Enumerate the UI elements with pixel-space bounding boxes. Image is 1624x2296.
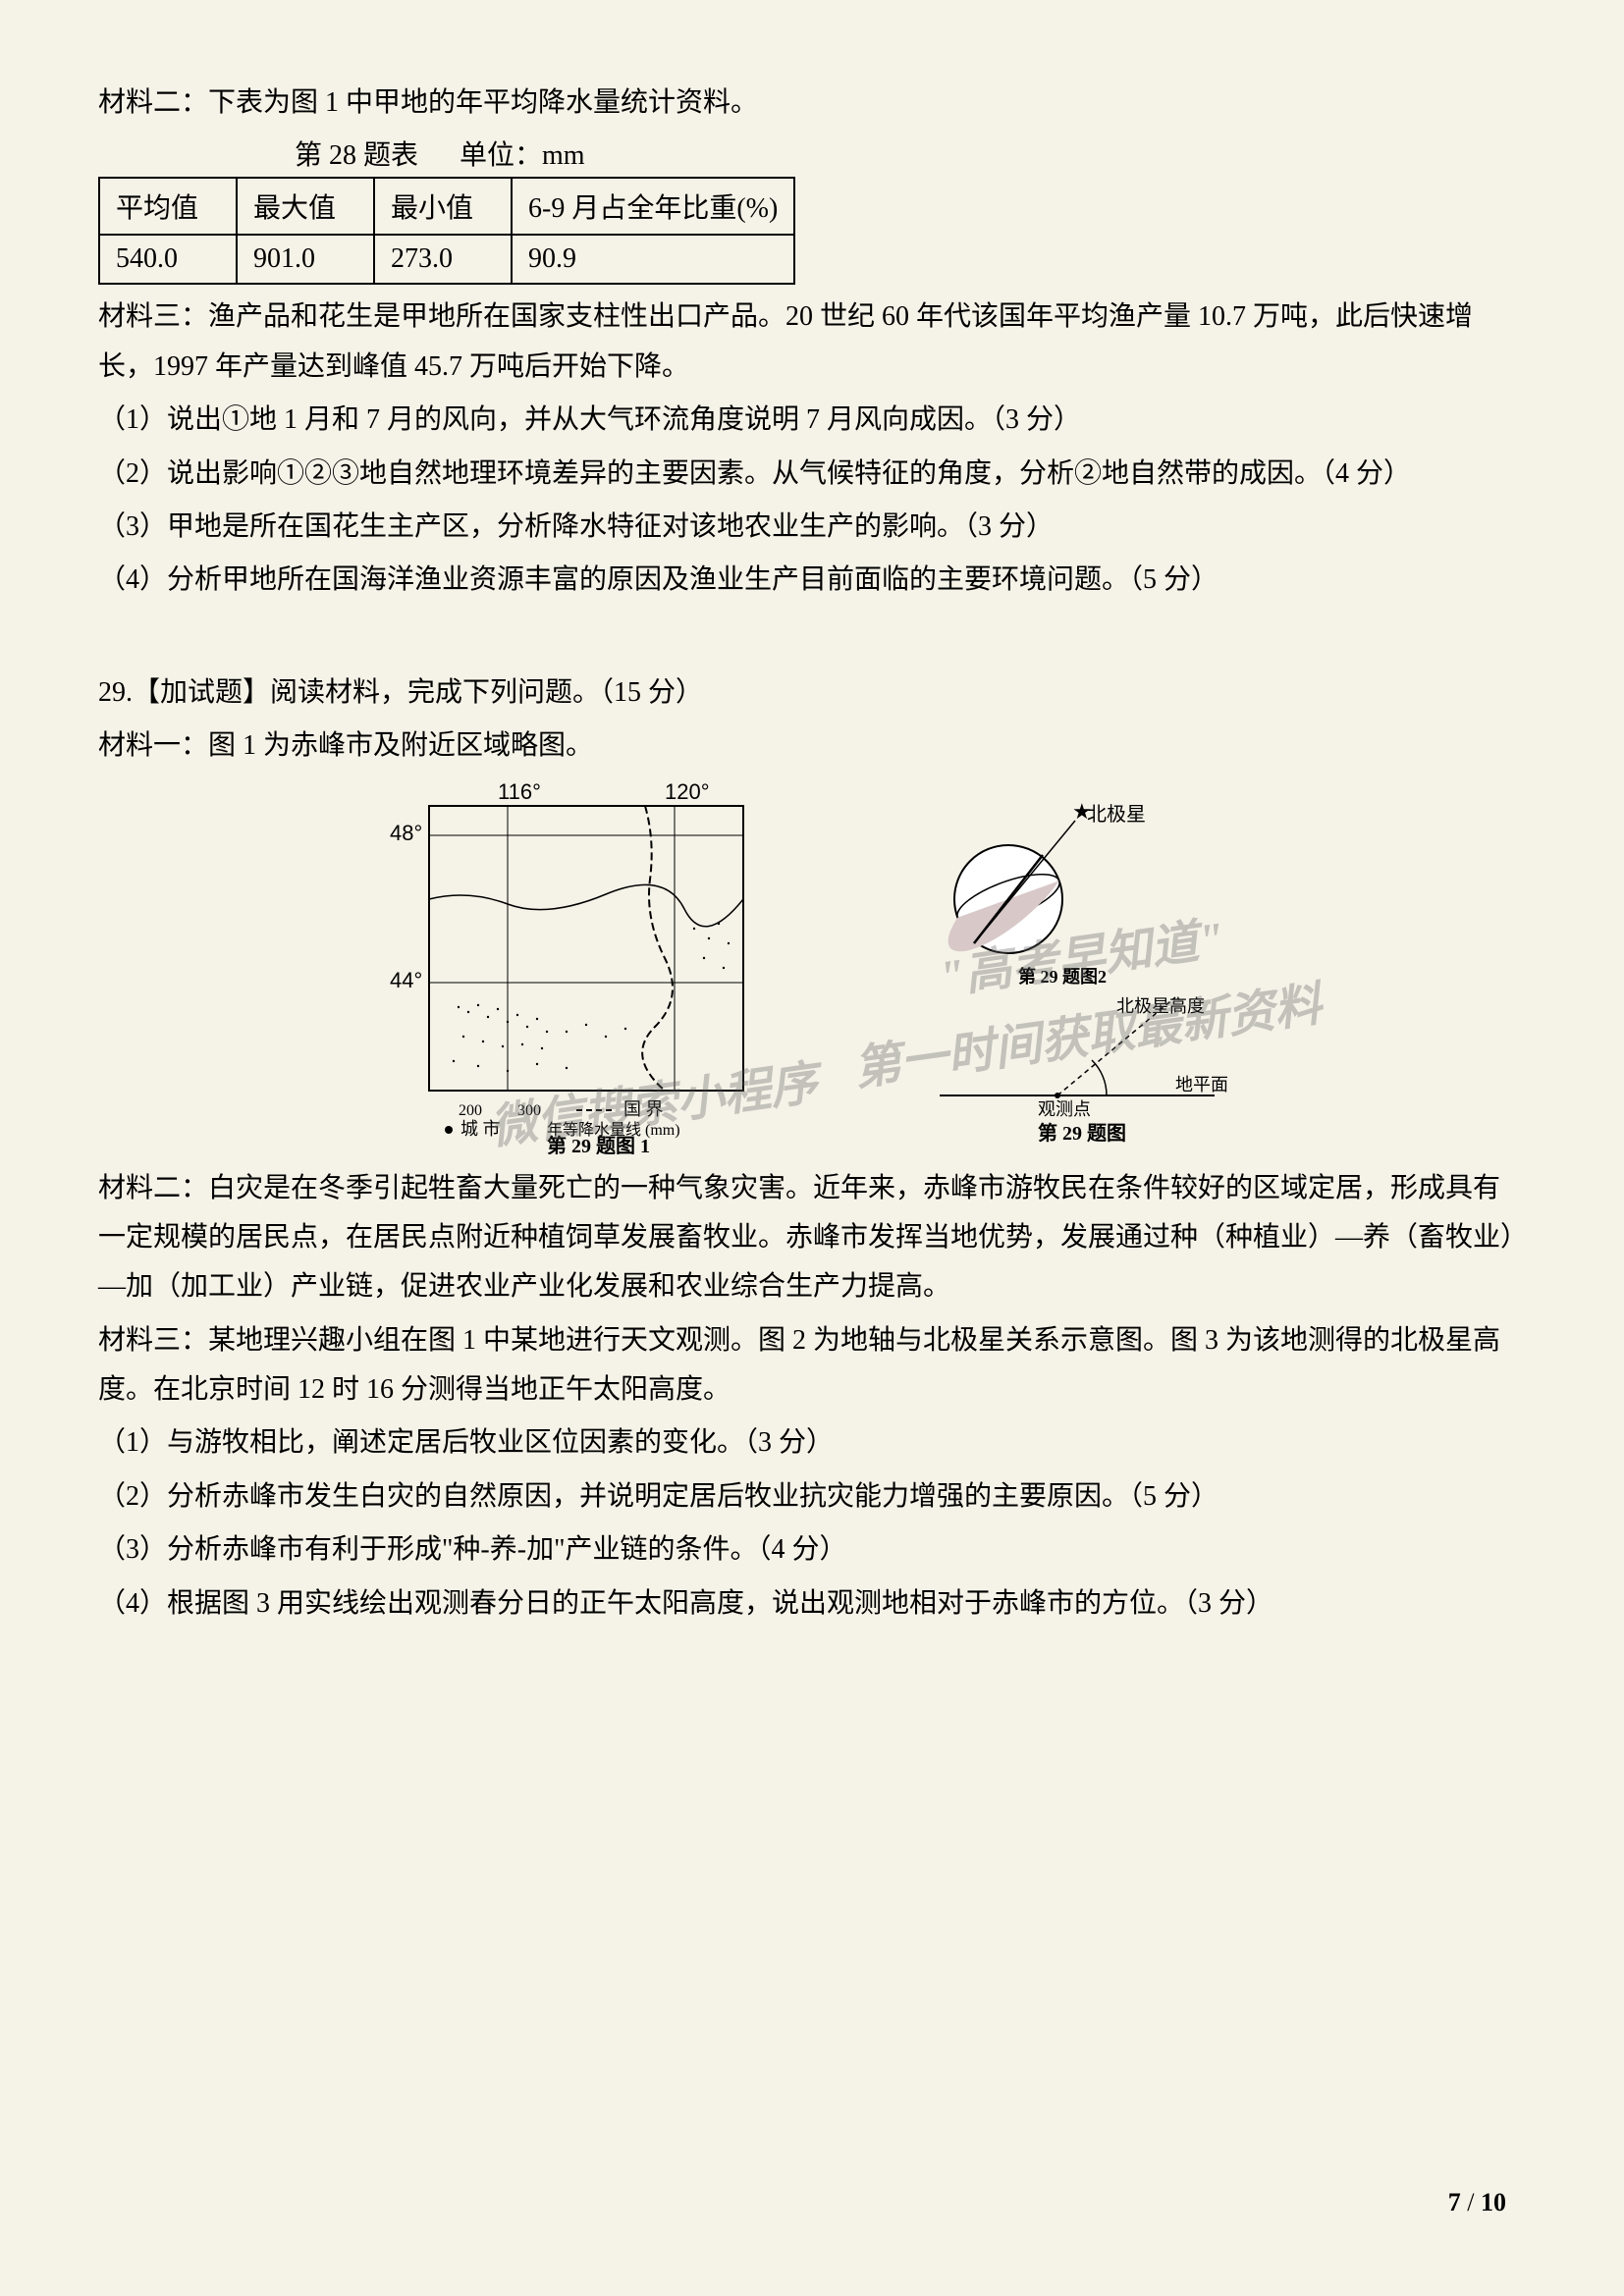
page-total: 10 bbox=[1481, 2188, 1506, 2216]
horizon-label: 地平面 bbox=[1175, 1075, 1228, 1095]
q29-part-1: （1）与游牧相比，阐述定居后牧业区位因素的变化。（3 分） bbox=[98, 1418, 1526, 1468]
table-data-cell: 901.0 bbox=[237, 235, 374, 284]
table-28-caption: 第 28 题表 单位：mm bbox=[295, 133, 1526, 173]
table-unit: 单位：mm bbox=[460, 140, 585, 171]
page-number: 7 / 10 bbox=[1448, 2188, 1506, 2217]
q28-part-2: （2）说出影响①②③地自然地理环境差异的主要因素。从气候特征的角度，分析②地自然… bbox=[98, 450, 1526, 499]
table-28: 平均值 最大值 最小值 6-9 月占全年比重(%) 540.0 901.0 27… bbox=[98, 177, 795, 285]
figure-2-group: 北极星 ★ 第 29 题图2 bbox=[941, 799, 1146, 987]
page-current: 7 bbox=[1448, 2188, 1461, 2216]
table-data-cell: 273.0 bbox=[374, 235, 512, 284]
table-caption-text: 第 28 题表 bbox=[295, 140, 418, 171]
diagram-figures: 北极星 ★ 第 29 题图2 北极星高度 地平面 bbox=[881, 791, 1254, 1145]
figure-3-group: 北极星高度 地平面 观测点 第 29 题图 bbox=[940, 996, 1228, 1145]
precip-label: 300 bbox=[517, 1102, 541, 1119]
lon-label: 116° bbox=[498, 781, 541, 804]
polaris-label: 北极星 bbox=[1087, 803, 1146, 826]
q28-part-1: （1）说出①地 1 月和 7 月的风向，并从大气环流角度说明 7 月风向成因。（… bbox=[98, 396, 1526, 445]
q29-part-2: （2）分析赤峰市发生白灾的自然原因，并说明定居后牧业抗灾能力增强的主要原因。（5… bbox=[98, 1472, 1526, 1522]
q28-part-3: （3）甲地是所在国花生主产区，分析降水特征对该地农业生产的影响。（3 分） bbox=[98, 503, 1526, 552]
material-3-text: 材料三：渔产品和花生是甲地所在国家支柱性出口产品。20 世纪 60 年代该国年平… bbox=[98, 293, 1526, 392]
q29-material-3: 材料三：某地理兴趣小组在图 1 中某地进行天文观测。图 2 为地轴与北极星关系示… bbox=[98, 1316, 1526, 1415]
q29-part-4: （4）根据图 3 用实线绘出观测春分日的正午太阳高度，说出观测地相对于赤峰市的方… bbox=[98, 1579, 1526, 1629]
q28-part-4: （4）分析甲地所在国海洋渔业资源丰富的原因及渔业生产目前面临的主要环境问题。（5… bbox=[98, 556, 1526, 605]
lat-label: 44° bbox=[390, 968, 422, 992]
table-row: 平均值 最大值 最小值 6-9 月占全年比重(%) bbox=[99, 178, 794, 235]
q29-material-2: 材料二：白灾是在冬季引起牲畜大量死亡的一种气象灾害。近年来，赤峰市游牧民在条件较… bbox=[98, 1164, 1526, 1312]
table-header-cell: 最小值 bbox=[374, 178, 512, 235]
polaris-alt-label: 北极星高度 bbox=[1116, 996, 1205, 1016]
legend-border: 国 界 bbox=[623, 1099, 664, 1119]
fig1-label: 第 29 题图 1 bbox=[547, 1134, 650, 1154]
map-figure-1: 116° 120° 48° 44° bbox=[370, 781, 822, 1154]
fig2-label: 第 29 题图2 bbox=[1018, 966, 1107, 987]
table-data-cell: 90.9 bbox=[512, 235, 794, 284]
fig3-label: 第 29 题图 bbox=[1038, 1121, 1126, 1145]
legend-city: 城 市 bbox=[460, 1119, 501, 1139]
table-data-cell: 540.0 bbox=[99, 235, 237, 284]
table-header-cell: 6-9 月占全年比重(%) bbox=[512, 178, 794, 235]
figure-area: 116° 120° 48° 44° bbox=[98, 781, 1526, 1154]
table-row: 540.0 901.0 273.0 90.9 bbox=[99, 235, 794, 284]
material-2-intro: 材料二：下表为图 1 中甲地的年平均降水量统计资料。 bbox=[98, 79, 1526, 128]
table-header-cell: 平均值 bbox=[99, 178, 237, 235]
q29-title: 29.【加试题】阅读材料，完成下列问题。（15 分） bbox=[98, 668, 1526, 718]
lon-label: 120° bbox=[665, 781, 710, 804]
page-sep: / bbox=[1461, 2188, 1481, 2216]
lat-label: 48° bbox=[390, 821, 422, 845]
q29-part-3: （3）分析赤峰市有利于形成"种-养-加"产业链的条件。（4 分） bbox=[98, 1525, 1526, 1575]
precip-label: 200 bbox=[459, 1102, 482, 1119]
q29-material-1: 材料一：图 1 为赤峰市及附近区域略图。 bbox=[98, 721, 1526, 771]
stipple-region bbox=[453, 922, 730, 1071]
obs-point-label: 观测点 bbox=[1038, 1099, 1091, 1119]
svg-text:★: ★ bbox=[1072, 799, 1092, 824]
table-header-cell: 最大值 bbox=[237, 178, 374, 235]
